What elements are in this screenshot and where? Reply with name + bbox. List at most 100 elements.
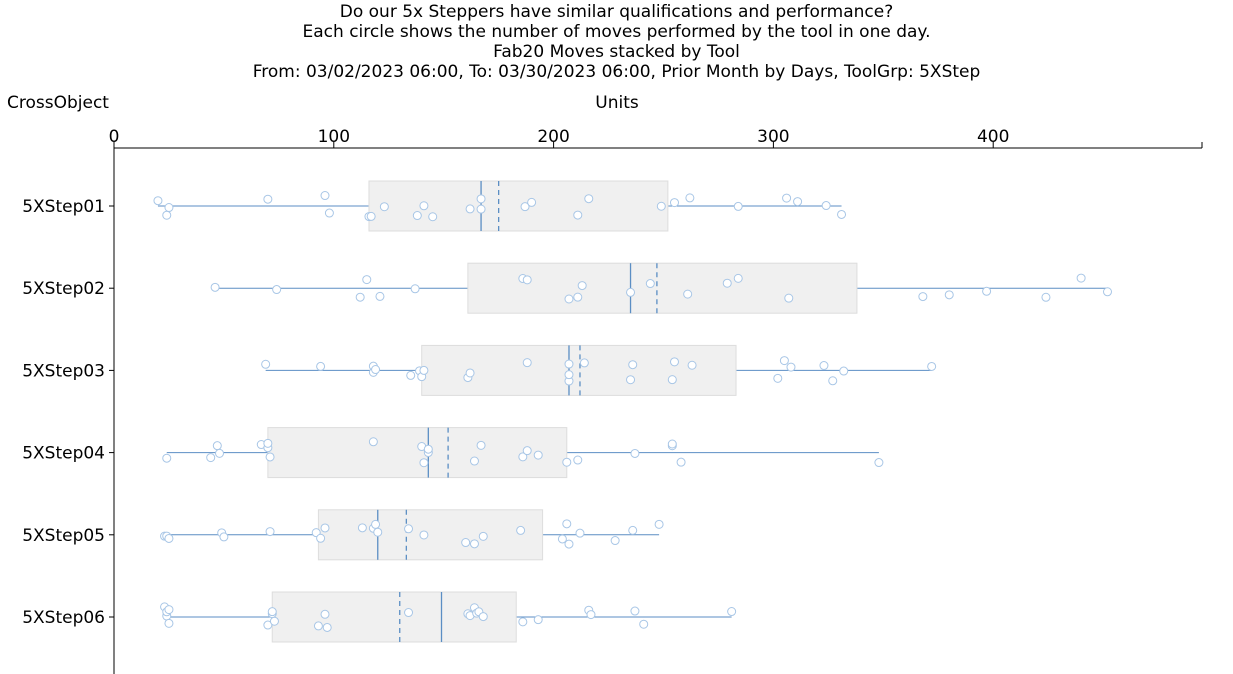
data-point [410, 284, 420, 294]
data-point [362, 275, 372, 285]
data-point [478, 531, 488, 541]
data-point [927, 361, 937, 371]
data-point [683, 289, 693, 299]
data-point [272, 285, 282, 295]
data-point [263, 438, 273, 448]
data-point [269, 616, 279, 626]
y-tick-label: 5XStep06 [22, 608, 105, 628]
data-point [153, 196, 163, 206]
data-point [575, 528, 585, 538]
data-point [404, 608, 414, 618]
data-point [522, 358, 532, 368]
data-point [573, 292, 583, 302]
data-point [562, 519, 572, 529]
data-point [406, 370, 416, 380]
data-point [722, 278, 732, 288]
data-point [610, 536, 620, 546]
data-point [564, 359, 574, 369]
data-point [982, 286, 992, 296]
data-point [478, 612, 488, 622]
data-point [562, 457, 572, 467]
data-point [357, 523, 367, 533]
data-point [267, 607, 277, 617]
data-point [461, 538, 471, 548]
data-point [476, 204, 486, 214]
data-point [162, 453, 172, 463]
data-point [656, 201, 666, 211]
data-point [316, 533, 326, 543]
iqr-box [317, 509, 544, 561]
data-point [419, 201, 429, 211]
data-point [626, 375, 636, 385]
data-point [465, 368, 475, 378]
x-tick-label: 200 [537, 127, 569, 147]
data-point [428, 212, 438, 222]
data-point [1076, 273, 1086, 283]
data-point [839, 366, 849, 376]
data-point [564, 539, 574, 549]
chart-subtitle: Each circle shows the number of moves pe… [302, 22, 931, 42]
data-point [782, 193, 792, 203]
data-point [404, 524, 414, 534]
data-point [419, 458, 429, 468]
data-point [516, 525, 526, 535]
data-point [316, 361, 326, 371]
y-tick-label: 5XStep01 [22, 197, 105, 217]
data-point [320, 609, 330, 619]
data-point [630, 448, 640, 458]
data-point [628, 360, 638, 370]
data-point [667, 375, 677, 385]
data-point [821, 201, 831, 211]
data-point [687, 360, 697, 370]
iqr-box [467, 262, 858, 314]
data-point [669, 357, 679, 367]
data-point [573, 210, 583, 220]
data-point [423, 444, 433, 454]
data-point [579, 358, 589, 368]
data-point [263, 194, 273, 204]
data-point [733, 201, 743, 211]
data-point [313, 621, 323, 631]
data-point [564, 294, 574, 304]
y-tick-label: 5XStep05 [22, 526, 105, 546]
data-point [874, 458, 884, 468]
data-point [669, 198, 679, 208]
data-point [215, 448, 225, 458]
data-point [522, 446, 532, 456]
data-point [786, 362, 796, 372]
data-point [164, 203, 174, 213]
data-point [626, 287, 636, 297]
data-point [557, 534, 567, 544]
data-point [265, 452, 275, 462]
data-point [586, 610, 596, 620]
data-point [1102, 287, 1112, 297]
y-tick-label: 5XStep03 [22, 361, 105, 381]
data-point [164, 605, 174, 615]
data-point [261, 359, 271, 369]
data-point [584, 194, 594, 204]
box-group-5xstep04 [162, 427, 884, 479]
data-point [628, 525, 638, 535]
data-point [371, 519, 381, 529]
data-point [654, 519, 664, 529]
x-tick-label: 400 [977, 127, 1009, 147]
chart-subtitle-2: Fab20 Moves stacked by Tool [493, 42, 740, 62]
data-point [685, 193, 695, 203]
data-point [520, 202, 530, 212]
data-point [324, 208, 334, 218]
box-group-5xstep06 [160, 591, 737, 643]
box-group-5xstep05 [160, 509, 664, 561]
data-point [476, 440, 486, 450]
iqr-box [368, 180, 669, 232]
box-group-5xstep03 [261, 344, 937, 396]
data-point [206, 453, 216, 463]
x-tick-label: 100 [318, 127, 350, 147]
data-point [779, 356, 789, 366]
data-point [944, 290, 954, 300]
data-point [469, 456, 479, 466]
data-point [1041, 292, 1051, 302]
data-point [375, 291, 385, 301]
data-point [412, 211, 422, 221]
y-tick-label: 5XStep04 [22, 444, 105, 464]
iqr-box [267, 427, 568, 479]
